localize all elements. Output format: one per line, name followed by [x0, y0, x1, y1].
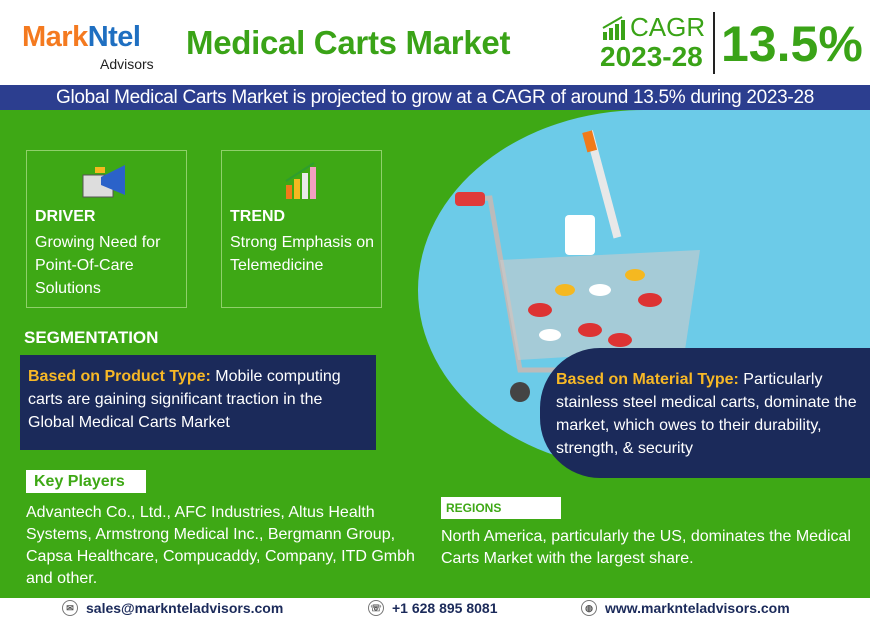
segmentation-heading: SEGMENTATION	[24, 328, 159, 347]
driver-card: DRIVER Growing Need for Point-Of-Care So…	[26, 150, 187, 308]
bar-chart-icon	[284, 162, 316, 199]
driver-text: Growing Need for Point-Of-Care Solutions	[35, 234, 161, 297]
product-type-box: Based on Product Type: Mobile computing …	[20, 355, 376, 450]
key-players-text: Advantech Co., Ltd., AFC Industries, Alt…	[26, 504, 415, 587]
footer-phone[interactable]: ☏ +1 628 895 8081	[368, 600, 498, 616]
divider	[713, 12, 715, 74]
website-link[interactable]: www.marknteladvisors.com	[605, 600, 790, 616]
summary-banner: Global Medical Carts Market is projected…	[0, 85, 870, 110]
shopping-cart-pills-image	[455, 130, 700, 402]
header: MarkNtel Advisors Medical Carts Market C…	[0, 0, 870, 85]
trend-card: TREND Strong Emphasis on Telemedicine	[221, 150, 382, 308]
cagr-years: 2023-28	[600, 41, 703, 72]
globe-icon: ◍	[581, 600, 597, 616]
page-title: Medical Carts Market	[186, 24, 511, 61]
footer-website[interactable]: ◍ www.marknteladvisors.com	[581, 600, 790, 616]
cagr-value: 13.5%	[721, 16, 863, 72]
trend-text: Strong Emphasis on Telemedicine	[230, 234, 375, 274]
trend-heading: TREND	[230, 208, 286, 225]
email-icon: ✉	[62, 600, 78, 616]
logo-subtitle: Advisors	[100, 56, 154, 72]
phone-icon: ☏	[368, 600, 384, 616]
regions-heading: REGIONS	[441, 497, 561, 519]
email-link[interactable]: sales@marknteladvisors.com	[86, 600, 284, 616]
driver-heading: DRIVER	[35, 208, 96, 225]
logo: MarkNtel	[22, 21, 141, 53]
cagr-label: CAGR	[630, 12, 706, 42]
megaphone-icon	[82, 165, 125, 198]
key-players-heading: Key Players	[26, 470, 146, 493]
growth-chart-icon	[602, 16, 625, 40]
footer: ✉ sales@marknteladvisors.com ☏ +1 628 895 …	[0, 598, 870, 620]
footer-email[interactable]: ✉ sales@marknteladvisors.com	[62, 600, 283, 616]
regions-text: North America, particularly the US, domi…	[441, 528, 851, 567]
material-type-box: Based on Material Type: Particularly sta…	[540, 348, 870, 478]
phone-link[interactable]: +1 628 895 8081	[392, 600, 498, 616]
